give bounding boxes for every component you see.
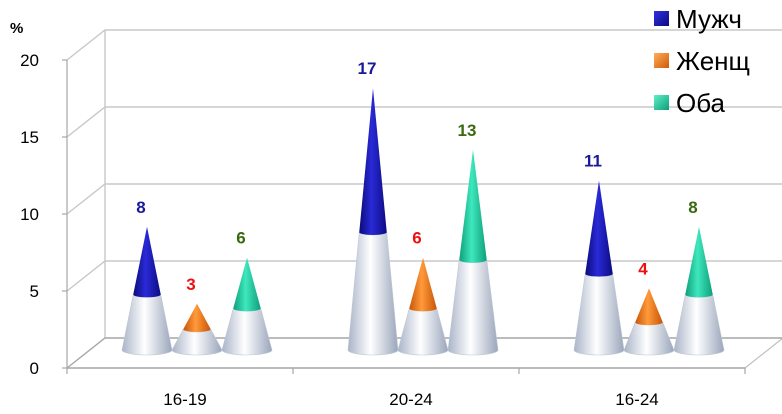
x-tick-label: 16-19 xyxy=(163,390,206,409)
cone-tip xyxy=(585,180,613,277)
data-label: 3 xyxy=(186,275,195,294)
cone-mark xyxy=(573,180,625,356)
legend-swatch xyxy=(654,53,669,68)
y-axis-unit-label: % xyxy=(10,20,23,37)
cone-mark xyxy=(623,288,675,356)
data-label: 8 xyxy=(136,198,145,217)
gridline xyxy=(66,337,782,369)
data-label: 17 xyxy=(358,59,377,78)
cone-mark xyxy=(347,88,399,356)
gridline xyxy=(66,106,782,138)
cone-tip xyxy=(133,226,161,298)
gridline xyxy=(66,29,782,61)
data-label: 6 xyxy=(236,229,245,248)
gridline xyxy=(66,260,782,292)
y-tick-label: 5 xyxy=(30,282,39,301)
cone-series xyxy=(121,88,725,356)
data-label: 4 xyxy=(638,259,648,278)
legend: Мужч Женщ Оба xyxy=(654,4,750,118)
y-tick-label: 0 xyxy=(30,359,39,378)
cone-tip xyxy=(233,257,261,312)
data-label: 13 xyxy=(458,121,477,140)
data-label: 8 xyxy=(688,198,697,217)
cone-tip xyxy=(183,303,211,332)
cone-base xyxy=(673,294,725,356)
y-tick-label: 10 xyxy=(20,205,39,224)
x-axis: 16-19 20-24 16-24 xyxy=(66,367,746,409)
cone-base xyxy=(121,294,173,356)
cone-base xyxy=(171,329,223,356)
cone-base xyxy=(623,322,675,356)
cone-base xyxy=(347,232,399,356)
data-label: 11 xyxy=(584,152,602,171)
cone-mark xyxy=(121,226,173,356)
cone-base xyxy=(573,273,625,356)
data-labels: 8 3 6 17 6 13 11 4 8 xyxy=(136,59,697,294)
cone-tip xyxy=(409,257,437,312)
cone-mark xyxy=(171,303,223,356)
y-axis: 0 5 10 15 20 xyxy=(20,51,68,378)
legend-swatch xyxy=(654,11,669,26)
floor-right-edge xyxy=(744,338,782,369)
data-label: 6 xyxy=(412,229,421,248)
cone-mark xyxy=(447,149,499,356)
x-tick-label: 20-24 xyxy=(389,390,432,409)
cone-mark xyxy=(397,257,449,356)
y-tick-label: 20 xyxy=(20,51,39,70)
legend-label: Мужч xyxy=(676,4,742,34)
y-tick-label: 15 xyxy=(20,128,39,147)
cone-base xyxy=(221,308,273,356)
legend-label: Оба xyxy=(676,88,726,118)
cone-mark xyxy=(221,257,273,356)
x-tick-label: 16-24 xyxy=(615,390,658,409)
legend-label: Женщ xyxy=(676,46,750,76)
gridlines xyxy=(66,29,782,369)
cone-base xyxy=(447,259,499,356)
cone-tip xyxy=(685,226,713,298)
cone-mark xyxy=(673,226,725,356)
cone-tip xyxy=(359,88,387,235)
legend-swatch xyxy=(654,95,669,110)
cone-tip xyxy=(459,149,487,263)
cone-tip xyxy=(635,288,663,326)
gridline xyxy=(66,183,782,215)
cone-base xyxy=(397,308,449,356)
